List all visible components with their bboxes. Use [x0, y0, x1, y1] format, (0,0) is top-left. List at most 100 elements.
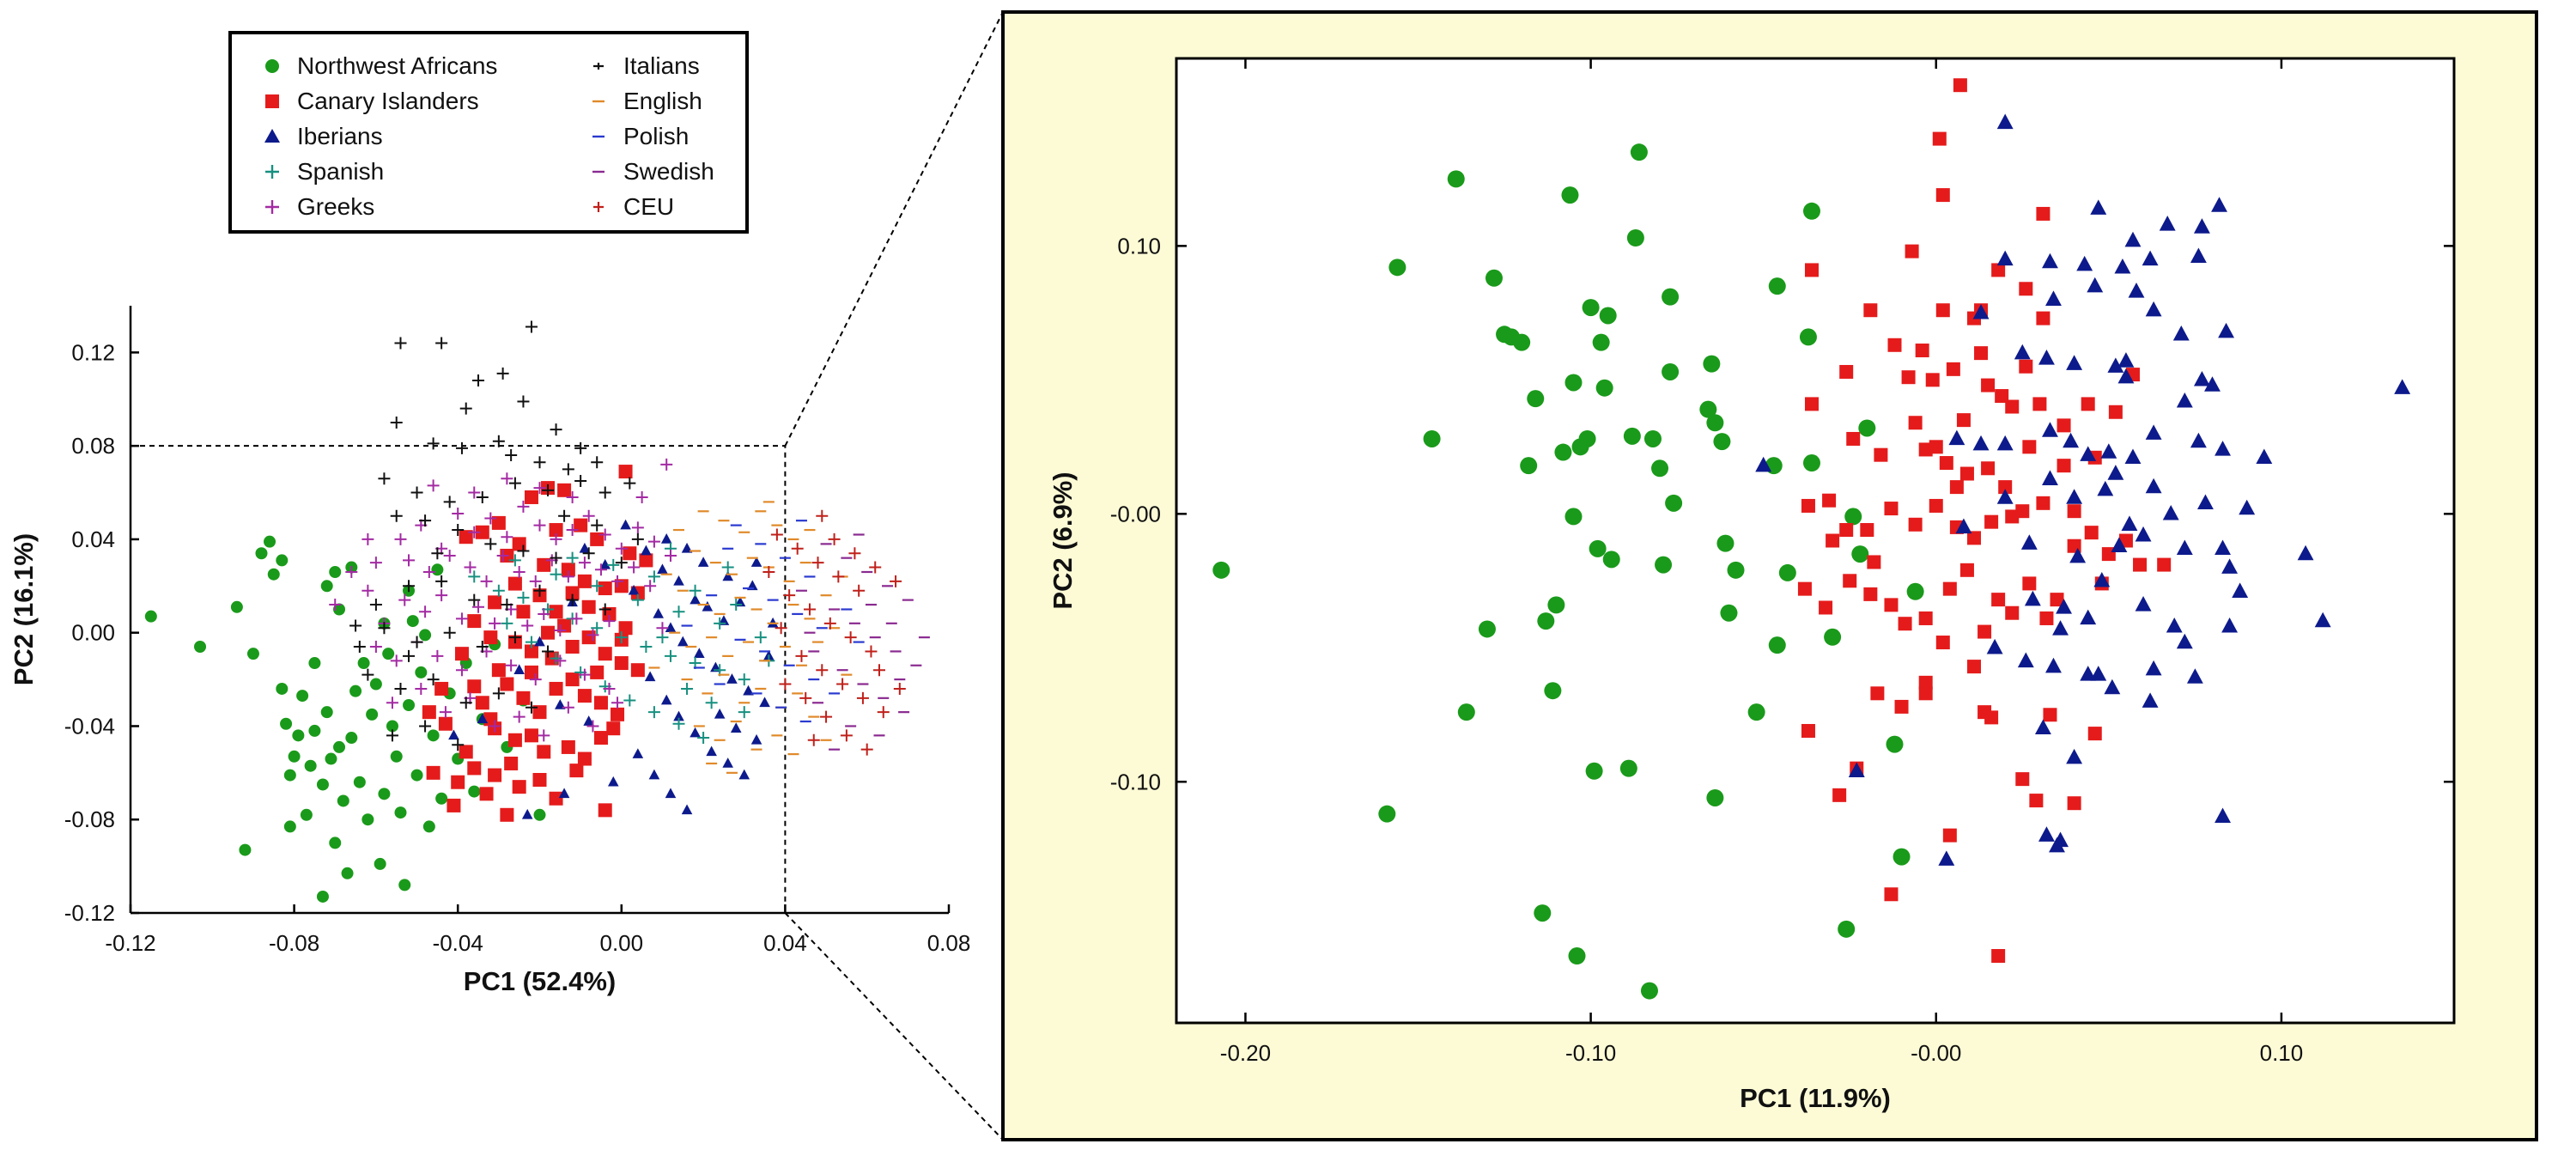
italians-point [452, 524, 465, 537]
northwest-africans-point [1623, 427, 1641, 445]
italians-point [386, 729, 398, 742]
northwest-africans-point [1547, 596, 1565, 614]
iberians-point [722, 570, 733, 581]
spanish-point [525, 636, 538, 648]
y-axis-title: PC2 (6.9%) [1048, 472, 1078, 609]
canary-islanders-point [1804, 397, 1819, 411]
canary-islanders-point [549, 605, 563, 619]
iberians-point [1986, 638, 2003, 654]
canary-islanders-point [488, 768, 502, 782]
legend-item-canary-islanders: Canary Islanders [259, 84, 479, 119]
northwest-africans-point [1447, 170, 1465, 188]
italians-point [419, 720, 432, 733]
northwest-africans-point [1706, 788, 1724, 806]
canary-islanders-point [447, 798, 461, 812]
greeks-point [390, 654, 403, 667]
iberians-point [2117, 352, 2135, 368]
italians-point [394, 682, 407, 695]
zoom-region-outline [131, 445, 787, 913]
greeks-point [628, 561, 641, 574]
northwest-africans-point [1640, 982, 1658, 1000]
canary-islanders-point [1925, 373, 1940, 387]
northwest-africans-point [296, 690, 309, 703]
iberians-point [2221, 558, 2239, 574]
iberians-point [657, 563, 668, 575]
italians-point [431, 547, 444, 560]
northwest-africans-point [1838, 920, 1856, 938]
italians-point [390, 416, 403, 429]
canary-islanders-point [524, 490, 538, 504]
legend-item-greeks: Greeks [259, 190, 374, 224]
canary-islanders-point [1797, 581, 1812, 596]
ceu-point [820, 710, 833, 723]
plus-marker-icon [586, 53, 611, 79]
northwest-africans-point [283, 820, 296, 833]
canary-islanders-point [593, 696, 608, 710]
greeks-point [529, 575, 542, 587]
iberians-point [2014, 344, 2031, 360]
italians-point [517, 545, 530, 557]
canary-islanders-point [2015, 504, 2030, 519]
canary-islanders-point [2087, 727, 2102, 741]
ceu-point [844, 631, 857, 644]
italians-point [550, 423, 562, 436]
northwest-africans-point [1778, 563, 1796, 581]
iberians-point [2128, 283, 2145, 298]
iberians-point [2124, 448, 2142, 464]
canary-islanders-point [524, 728, 538, 743]
northwest-africans-point [1655, 556, 1673, 574]
northwest-africans-point [1799, 328, 1817, 346]
iberians-point [2142, 692, 2159, 708]
iberians-point [2107, 357, 2124, 373]
spanish-point [591, 580, 604, 593]
ceu-point [816, 664, 829, 677]
iberians-point [2145, 424, 2162, 440]
iberians-point [2159, 216, 2176, 231]
iberians-point [1755, 456, 1772, 472]
greeks-point [664, 549, 677, 562]
northwest-africans-point [1423, 429, 1441, 447]
northwest-africans-point [1851, 545, 1869, 563]
greeks-point [554, 654, 567, 667]
italians-point [468, 593, 481, 606]
zoom-scatter-plot: -0.20 -0.10 -0.00 0.10 0.10 -0.00 -0.10 PC1 (11… [1001, 10, 2538, 1141]
spanish-point [647, 706, 660, 719]
northwest-africans-point [353, 776, 366, 788]
italians-point [591, 456, 604, 469]
greeks-point [582, 509, 595, 522]
x-tick-label: 0.00 [599, 930, 643, 956]
canary-islanders-point [598, 803, 612, 818]
greeks-point [443, 549, 456, 562]
italians-point [349, 619, 362, 632]
italians-point [353, 641, 366, 654]
northwest-africans-point [369, 678, 382, 691]
canary-islanders-point [577, 751, 592, 766]
iberians-point [697, 557, 709, 567]
iberians-point [2042, 422, 2058, 437]
northwest-africans-point [1564, 508, 1583, 526]
iberians-point [2196, 494, 2214, 510]
canary-islanders-point [2036, 311, 2050, 326]
iberians-point [2232, 582, 2249, 598]
italians-point [403, 580, 416, 593]
canary-islanders-point [2005, 605, 2020, 620]
spanish-point [615, 631, 628, 644]
iberians-point [2097, 480, 2114, 496]
northwest-africans-point [1886, 735, 1904, 753]
iberians-point [2080, 446, 2097, 461]
northwest-africans-point [419, 629, 432, 642]
northwest-africans-point [533, 808, 546, 821]
northwest-africans-point [1513, 333, 1531, 351]
northwest-africans-point [288, 750, 301, 763]
iberians-point [2038, 350, 2055, 365]
iberians-point [583, 715, 594, 726]
iberians-point [673, 575, 684, 586]
iberians-point [2215, 807, 2232, 824]
greeks-point [603, 682, 616, 695]
y-tick-label: -0.08 [64, 806, 115, 832]
square-marker-icon [259, 88, 285, 114]
canary-islanders-point [459, 530, 473, 545]
iberians-point [1848, 762, 1865, 777]
canary-islanders-point [2036, 206, 2050, 221]
